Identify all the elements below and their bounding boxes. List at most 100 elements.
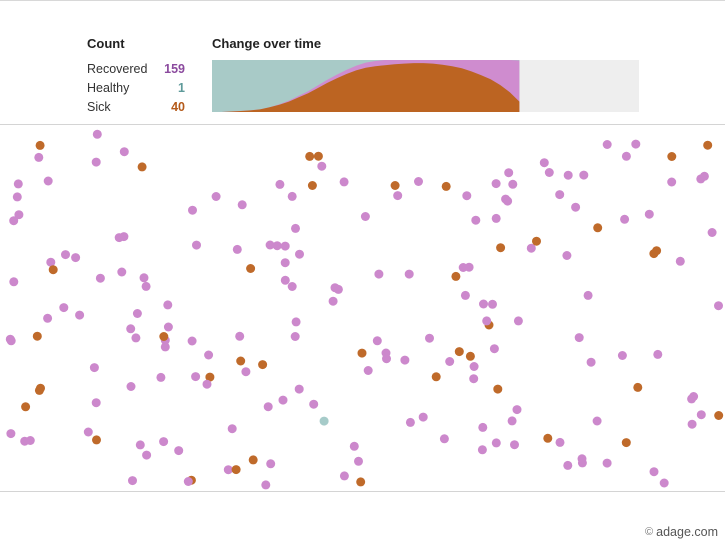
person-dot-recovered [287, 191, 297, 201]
count-label-sick: Sick [87, 100, 111, 114]
person-dot-recovered [280, 275, 290, 285]
person-dot-sick [454, 347, 464, 357]
person-dot-sick [32, 331, 42, 341]
person-dot-recovered [478, 422, 488, 432]
person-dot-sick [667, 152, 677, 161]
person-dot-recovered [13, 179, 23, 189]
person-dot-sick [357, 348, 367, 358]
person-dot-recovered [471, 215, 481, 225]
person-dot-recovered [280, 241, 290, 251]
person-dot-recovered [372, 336, 382, 346]
count-title: Count [87, 36, 125, 51]
person-dot-recovered [119, 147, 129, 157]
person-dot-sick [21, 402, 31, 412]
person-dot-recovered [439, 434, 449, 444]
person-dot-recovered [126, 382, 136, 391]
person-dot-recovered [445, 357, 455, 366]
person-dot-recovered [295, 249, 304, 259]
person-dot-healthy [319, 416, 329, 426]
person-dot-recovered [291, 223, 300, 233]
person-dot-recovered [309, 399, 319, 409]
person-dot-sick [231, 465, 241, 475]
person-dot-sick [356, 477, 366, 487]
person-dot-recovered [510, 440, 519, 450]
person-dot-recovered [174, 446, 184, 456]
person-dot-recovered [117, 267, 127, 277]
person-dot-recovered [135, 440, 145, 450]
person-dot-recovered [75, 310, 85, 320]
person-dot-sick [35, 140, 45, 150]
person-dot-recovered [290, 332, 300, 341]
person-dot-recovered [507, 416, 517, 426]
person-dot-recovered [462, 191, 472, 201]
person-dot-recovered [6, 429, 16, 439]
person-dot-recovered [508, 179, 518, 189]
person-dot-recovered [265, 240, 275, 250]
person-dot-recovered [687, 419, 697, 429]
person-dot-sick [496, 243, 506, 253]
count-panel: Count Recovered 159 Healthy 1 Sick 40 [87, 36, 185, 117]
person-dot-sick [236, 356, 246, 366]
person-dot-recovered [621, 151, 631, 161]
person-dot-recovered [187, 336, 197, 346]
person-dot-recovered [555, 437, 565, 447]
person-dot-recovered [469, 374, 479, 384]
person-dot-recovered [34, 152, 44, 162]
person-dot-sick [205, 372, 215, 382]
person-dot-sick [621, 438, 631, 448]
person-dot-sick [532, 236, 541, 246]
person-dot-recovered [91, 398, 101, 408]
person-dot-recovered [339, 177, 349, 187]
person-dot-recovered [95, 273, 105, 283]
person-dot-recovered [92, 129, 102, 139]
person-dot-recovered [12, 192, 22, 202]
person-dot-recovered [328, 296, 338, 306]
person-dot-recovered [539, 158, 549, 168]
person-dot-recovered [9, 216, 19, 226]
person-dot-recovered [382, 354, 391, 364]
person-dot-recovered [330, 283, 340, 293]
person-dot-recovered [280, 258, 290, 268]
person-dot-recovered [188, 205, 197, 215]
person-dot-sick [703, 140, 713, 150]
person-dot-recovered [131, 333, 141, 343]
person-dot-recovered [14, 210, 24, 220]
person-dot-recovered [278, 395, 288, 405]
person-dot-recovered [631, 139, 641, 149]
person-dot-recovered [477, 445, 487, 455]
person-dot-recovered [460, 290, 470, 300]
person-dot-recovered [202, 379, 212, 389]
top-rule [0, 0, 725, 1]
person-dot-recovered [602, 140, 612, 149]
person-dot-sick [431, 372, 441, 382]
person-dot-recovered [287, 282, 297, 291]
simulation-area [0, 124, 725, 492]
person-dot-recovered [46, 257, 56, 267]
person-dot-recovered [659, 478, 669, 488]
person-dot-recovered [294, 384, 304, 394]
person-dot-recovered [227, 424, 237, 434]
person-dot-recovered [5, 334, 15, 344]
person-dot-recovered [61, 250, 70, 260]
person-dot-recovered [114, 233, 124, 243]
count-row-sick: Sick 40 [87, 98, 185, 117]
person-dot-recovered [354, 456, 363, 466]
person-dot-recovered [696, 410, 706, 420]
person-dot-recovered [563, 460, 573, 470]
person-dot-recovered [393, 191, 403, 201]
person-dot-recovered [464, 262, 474, 272]
person-dot-sick [441, 181, 451, 191]
person-dot-recovered [544, 168, 554, 177]
person-dot-recovered [291, 317, 301, 327]
count-value-healthy: 1 [178, 81, 185, 95]
person-dot-recovered [404, 269, 414, 279]
change-title: Change over time [212, 36, 322, 51]
person-dot-recovered [405, 417, 415, 427]
person-dot-recovered [620, 214, 630, 224]
person-dot-sick [390, 181, 400, 190]
person-dot-recovered [583, 290, 593, 300]
person-dot-recovered [562, 251, 572, 260]
person-dot-recovered [266, 459, 276, 469]
person-dot-recovered [272, 241, 282, 251]
person-dot-recovered [602, 458, 612, 468]
